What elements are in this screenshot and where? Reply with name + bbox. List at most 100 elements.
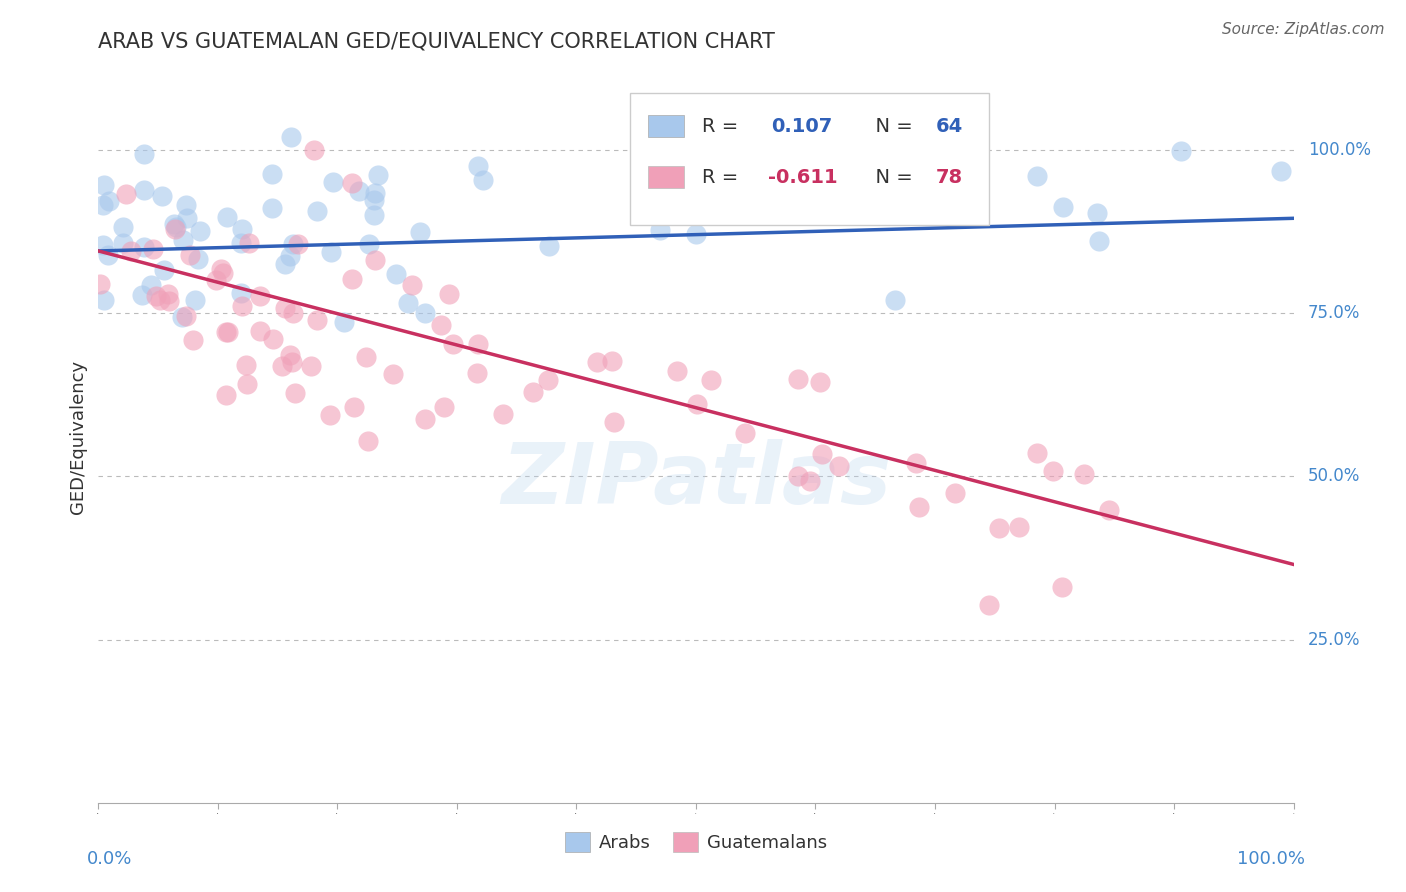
FancyBboxPatch shape (630, 94, 988, 225)
Point (93, 293, 115, 308)
Point (150, 189, 173, 203)
Point (184, 293, 207, 308)
Point (142, 242, 165, 256)
Point (987, 521, 1010, 535)
Point (1042, 464, 1064, 478)
Text: N =: N = (863, 117, 920, 136)
Point (1025, 169, 1047, 183)
Text: N =: N = (863, 168, 920, 187)
Point (319, 245, 342, 260)
Point (132, 240, 155, 254)
Text: 78: 78 (936, 168, 963, 187)
Point (120, 244, 142, 258)
Point (465, 366, 488, 380)
Text: 100.0%: 100.0% (1237, 850, 1306, 868)
Text: 25.0%: 25.0% (1308, 631, 1361, 648)
Point (364, 253, 387, 268)
Point (340, 272, 363, 286)
Point (231, 222, 253, 236)
Y-axis label: GED/Equivalency: GED/Equivalency (69, 360, 87, 514)
Point (134, 184, 156, 198)
Point (149, 293, 172, 307)
Text: 0.0%: 0.0% (87, 850, 132, 868)
Point (260, 167, 283, 181)
Point (363, 208, 385, 222)
Text: 0.107: 0.107 (772, 117, 832, 136)
Point (278, 348, 301, 362)
Point (165, 220, 187, 235)
Text: R =: R = (702, 117, 744, 136)
Point (176, 211, 198, 226)
Point (215, 325, 238, 339)
Point (284, 385, 307, 400)
Point (704, 158, 727, 172)
Point (132, 146, 155, 161)
Point (786, 372, 808, 386)
Point (413, 411, 436, 425)
Point (1170, 145, 1192, 159)
Point (145, 289, 167, 303)
Point (229, 235, 252, 250)
Legend: Arabs, Guatemalans: Arabs, Guatemalans (558, 824, 834, 860)
Text: 100.0%: 100.0% (1308, 141, 1371, 159)
Point (163, 221, 186, 235)
Point (262, 201, 284, 215)
Point (249, 289, 271, 303)
Point (181, 333, 204, 347)
Point (281, 306, 304, 320)
Point (229, 286, 252, 301)
Point (1270, 164, 1292, 178)
Point (97, 247, 120, 261)
Point (322, 175, 344, 189)
Point (188, 224, 211, 238)
Point (1073, 467, 1095, 482)
Point (905, 456, 928, 470)
Point (1085, 206, 1108, 220)
Point (467, 336, 489, 351)
Point (685, 227, 707, 242)
Point (174, 198, 197, 212)
Point (382, 368, 405, 382)
Point (238, 235, 260, 250)
Point (884, 293, 907, 307)
Point (111, 220, 134, 235)
Point (283, 236, 305, 251)
Point (157, 293, 180, 308)
FancyBboxPatch shape (648, 167, 685, 188)
Point (174, 309, 197, 323)
Point (343, 400, 366, 414)
Point (891, 208, 914, 222)
Point (396, 296, 419, 310)
Point (97, 194, 120, 208)
Point (319, 408, 342, 422)
Point (363, 186, 385, 201)
Point (665, 364, 688, 378)
Point (367, 168, 389, 182)
Point (1098, 503, 1121, 517)
Point (1008, 520, 1031, 534)
Point (340, 176, 363, 190)
Point (1050, 580, 1073, 594)
Point (305, 313, 328, 327)
Point (686, 397, 709, 411)
Point (349, 185, 371, 199)
Point (359, 236, 381, 251)
Point (274, 257, 297, 271)
Point (848, 202, 870, 217)
Point (204, 273, 226, 287)
Point (1052, 201, 1074, 215)
Text: 64: 64 (936, 117, 963, 136)
Point (409, 225, 432, 239)
Point (537, 373, 560, 387)
Point (385, 267, 408, 281)
Point (437, 287, 460, 301)
Point (354, 350, 377, 364)
Point (415, 306, 437, 320)
Point (700, 373, 723, 387)
Point (734, 426, 756, 441)
Point (602, 415, 624, 429)
Point (131, 288, 153, 302)
Point (908, 500, 931, 514)
Point (111, 235, 134, 250)
Point (356, 434, 378, 448)
